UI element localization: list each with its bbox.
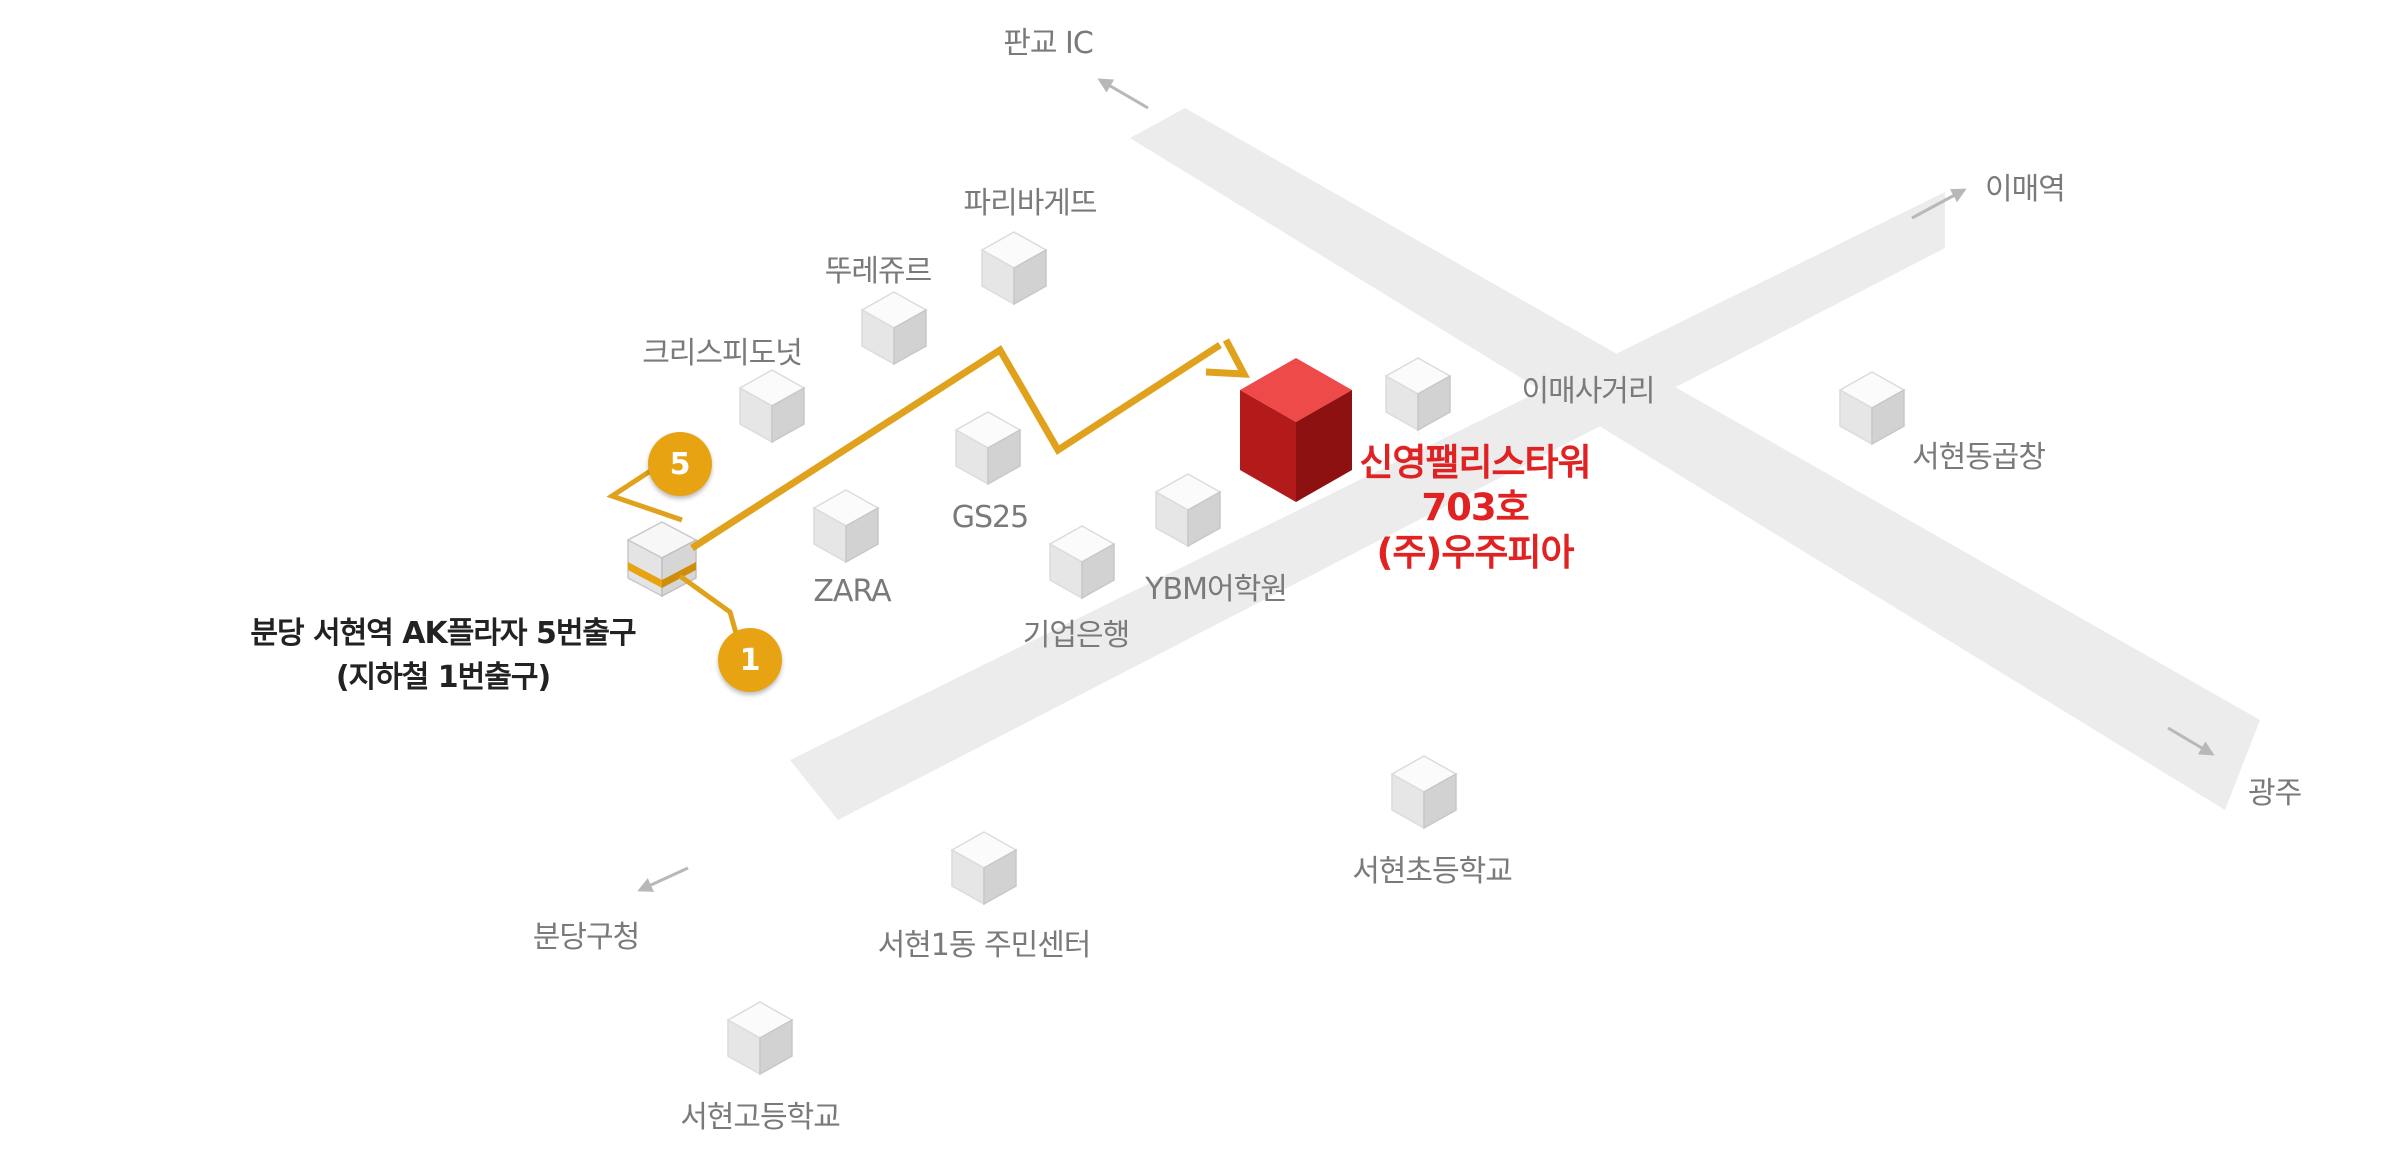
station-label-line1: 분당 서현역 AK플라자 5번출구 [250, 616, 636, 651]
road-nw-se [1130, 108, 2260, 810]
building-ybm [1154, 473, 1222, 548]
exit-5-badge: 5 [648, 432, 712, 496]
building-tous-les-jours [860, 291, 928, 366]
building-paris-baguette [980, 231, 1048, 306]
landmark-label-zara: ZARA [813, 574, 891, 609]
building-seohyeon-high [726, 1001, 794, 1076]
direction-label-gwangju: 광주 [2248, 776, 2302, 811]
landmark-label-seohyeon-high: 서현고등학교 [680, 1100, 841, 1135]
destination-building [1240, 358, 1352, 502]
destination-company: (주)우주피아 [1376, 531, 1574, 574]
destination-name: 신영팰리스타워 [1359, 441, 1591, 484]
roads [790, 108, 2260, 820]
building-seohyeon1-center [950, 831, 1018, 906]
station-label: 분당 서현역 AK플라자 5번출구 (지하철 1번출구) [250, 612, 636, 700]
landmark-label-seohyeon-gopchang: 서현동곱창 [1912, 440, 2046, 475]
landmark-label-paris-baguette: 파리바게뜨 [963, 186, 1098, 221]
building-seohyeon-elementary [1390, 755, 1458, 830]
station-label-line2: (지하철 1번출구) [335, 660, 551, 695]
building-krispy-kreme [738, 369, 806, 444]
building-gs25 [954, 411, 1022, 486]
destination-label: 신영팰리스타워 703호 (주)우주피아 [1359, 440, 1591, 575]
landmark-label-ibk: 기업은행 [1022, 618, 1130, 653]
landmark-label-seohyeon-elementary: 서현초등학교 [1352, 854, 1513, 889]
exit-1-badge: 1 [718, 628, 782, 692]
arrow-to-imae [1911, 188, 1967, 220]
landmark-label-krispy-kreme: 크리스피도넛 [642, 336, 803, 371]
arrow-to-bundang-gu-office [637, 866, 689, 892]
arrow-to-gwangju [2167, 726, 2215, 756]
building-ibk [1048, 525, 1116, 600]
landmark-label-tous-les-jours: 뚜레쥬르 [824, 254, 932, 289]
landmark-label-ybm: YBM어학원 [1145, 572, 1288, 607]
building-zara [812, 489, 880, 564]
landmark-buildings [726, 231, 1906, 1076]
destination-room: 703호 [1421, 486, 1529, 529]
building-seohyeon-gopchang [1838, 371, 1906, 446]
direction-label-imae-station: 이매역 [1985, 172, 2066, 207]
landmark-label-seohyeon1-center: 서현1동 주민센터 [877, 928, 1092, 963]
road-ne-sw [790, 192, 1945, 820]
landmark-label-imae-crossroad: 이매사거리 [1521, 374, 1656, 409]
direction-label-bundang-gu-office: 분당구청 [532, 920, 640, 955]
direction-label-pangyo-ic: 판교 IC [1003, 26, 1094, 61]
station-building [626, 521, 698, 598]
direction-arrows [637, 78, 2215, 892]
landmark-label-gs25: GS25 [951, 500, 1029, 535]
arrow-to-pangyo [1097, 78, 1149, 110]
building-near-imae-crossroad [1384, 357, 1452, 432]
